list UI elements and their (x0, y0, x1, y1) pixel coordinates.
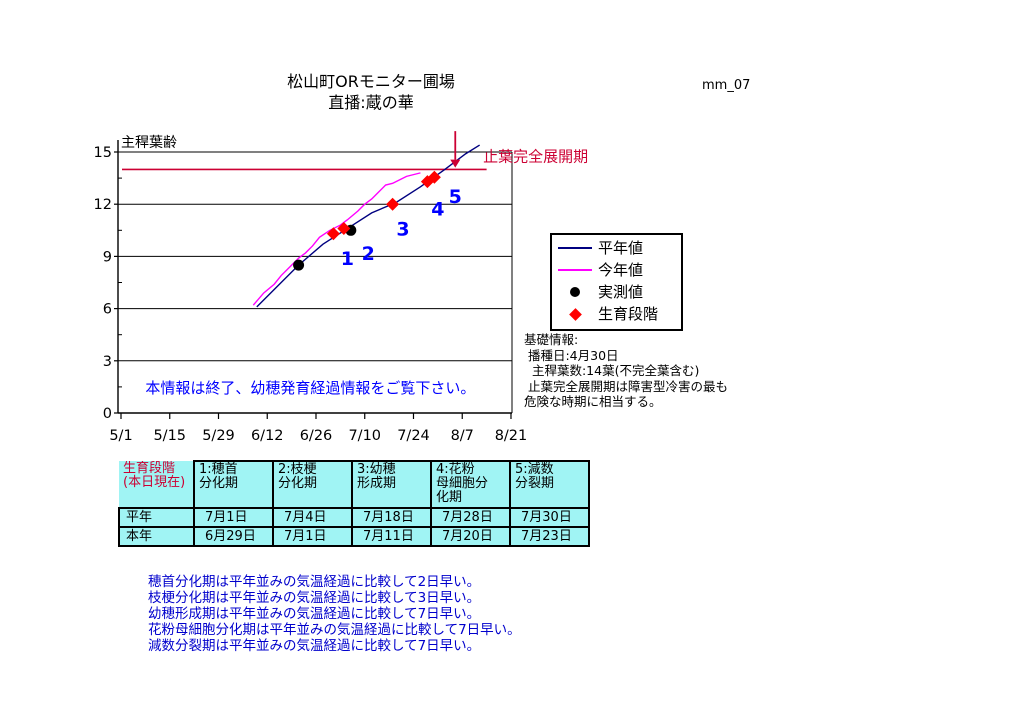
table-stage-header: 5:減数 分裂期 (509, 460, 590, 509)
basic-info-line: 止葉完全展開期は障害型冷害の最も (524, 378, 728, 394)
legend-marker (558, 269, 592, 271)
table-date-cell: 7月1日 (272, 526, 353, 547)
stage-point (427, 170, 441, 184)
table-date-cell: 7月18日 (351, 507, 432, 528)
table-date-cell: 7月20日 (430, 526, 511, 547)
legend-marker (568, 307, 582, 321)
x-tick-label: 8/21 (495, 428, 528, 444)
legend-line-icon (552, 247, 598, 249)
table-date-cell: 7月1日 (193, 507, 274, 528)
basic-info-line: 主稈葉数:14葉(不完全葉含む) (524, 363, 700, 378)
y-tick-label: 3 (103, 354, 112, 370)
growth-stage-table: 生育段階 (本日現在) 1:穂首 分化期 2:枝梗 分化期 3:幼穂 形成期 4:花粉 … (118, 460, 590, 547)
table-row: 平年 7月1日 7月4日 7月18日 7月28日 7月30日 (118, 507, 590, 528)
legend-item: 実測値 (552, 281, 681, 303)
table-date-cell: 7月11日 (351, 526, 432, 547)
y-tick-label: 9 (103, 249, 112, 265)
table-date-cell: 7月30日 (509, 507, 590, 528)
note-line: 枝梗分化期は平年並みの気温経過に比較して3日早い。 (148, 590, 481, 606)
table-row: 本年 6月29日 7月1日 7月11日 7月20日 7月23日 (118, 526, 590, 547)
stage-number-label: 3 (396, 218, 409, 240)
stage-number-label: 5 (449, 186, 462, 208)
legend-line-icon (552, 269, 598, 271)
table-corner-header: 生育段階 (本日現在) (119, 461, 195, 509)
legend-label: 平年値 (598, 238, 644, 257)
measured-point (293, 259, 305, 271)
page-title-line2: 直播:蔵の華 (328, 93, 414, 112)
arrow-head-icon (450, 159, 461, 168)
note-line: 穂首分化期は平年並みの気温経過に比較して2日早い。 (148, 574, 481, 590)
y-tick-label: 15 (94, 145, 112, 161)
legend-item: 平年値 (552, 237, 681, 259)
legend-diamond-icon (552, 307, 598, 321)
normal-year-line (256, 144, 481, 308)
stage-point (386, 197, 400, 211)
table-stage-header: 2:枝梗 分化期 (272, 460, 353, 509)
legend-label: 今年値 (598, 260, 644, 279)
note-line: 減数分裂期は平年並みの気温経過に比較して7日早い。 (148, 638, 481, 654)
legend-label: 実測値 (598, 282, 644, 301)
x-tick-label: 8/7 (451, 428, 474, 444)
y-tick-label: 12 (94, 197, 112, 213)
x-tick-label: 5/29 (202, 428, 235, 444)
stage-number-label: 4 (431, 198, 444, 220)
table-date-cell: 7月23日 (509, 526, 590, 547)
stage-point (326, 227, 340, 241)
basic-info-block: 基礎情報: 播種日:4月30日 主稈葉数:14葉(不完全葉含む) 止葉完全展開期… (524, 332, 728, 410)
sheet-code: mm_07 (702, 78, 751, 93)
basic-info-line: 基礎情報: (524, 332, 579, 347)
legend-circle-icon (552, 287, 598, 297)
basic-info-line: 播種日:4月30日 (524, 347, 619, 363)
table-stage-header: 1:穂首 分化期 (193, 460, 274, 509)
legend-label: 生育段階 (598, 304, 659, 323)
note-line: 花粉母細胞分化期は平年並みの気温経過に比較して7日早い。 (148, 622, 521, 638)
table-stage-header: 3:幼穂 形成期 (351, 460, 432, 509)
x-tick-label: 5/1 (109, 428, 132, 444)
page-title: 松山町ORモニター圃場 直播:蔵の華 (221, 71, 521, 113)
table-stage-header: 4:花粉 母細胞分 化期 (430, 460, 511, 509)
x-tick-label: 5/15 (153, 428, 186, 444)
x-tick-label: 7/10 (348, 428, 381, 444)
basic-info-line: 危険な時期に相当する。 (524, 394, 662, 409)
table-date-cell: 6月29日 (193, 526, 274, 547)
chart-legend: 平年値今年値実測値生育段階 (550, 233, 683, 331)
x-tick-label: 6/26 (300, 428, 333, 444)
table-date-cell: 7月4日 (272, 507, 353, 528)
legend-item: 生育段階 (552, 303, 681, 325)
x-tick-label: 7/24 (397, 428, 430, 444)
x-tick-label: 6/12 (251, 428, 284, 444)
legend-item: 今年値 (552, 259, 681, 281)
table-row-label: 本年 (118, 526, 195, 547)
notice-text: 本情報は終了、幼穂発育経過情報をご覧下さい。 (145, 379, 475, 397)
y-tick-label: 0 (103, 406, 112, 422)
stage-number-label: 2 (362, 243, 375, 265)
y-axis-title: 主稈葉齢 (121, 135, 177, 151)
y-tick-label: 6 (103, 302, 112, 318)
stage-number-label: 1 (341, 248, 354, 270)
table-row-label: 平年 (118, 507, 195, 528)
legend-marker (570, 287, 580, 297)
flag-leaf-stage-label: 止葉完全展開期 (483, 147, 588, 165)
stage-point (337, 222, 351, 236)
legend-marker (558, 247, 592, 249)
note-line: 幼穂形成期は平年並みの気温経過に比較して7日早い。 (148, 606, 481, 622)
notes-block: 穂首分化期は平年並みの気温経過に比較して2日早い。 枝梗分化期は平年並みの気温経過… (148, 574, 521, 654)
page-title-line1: 松山町ORモニター圃場 (287, 72, 455, 91)
table-date-cell: 7月28日 (430, 507, 511, 528)
